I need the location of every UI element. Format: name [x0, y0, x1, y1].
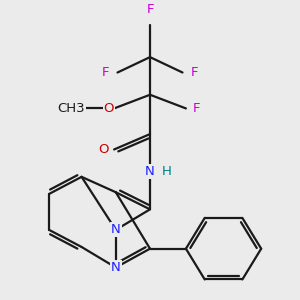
Text: O: O	[98, 143, 109, 156]
Text: CH3: CH3	[57, 102, 85, 115]
Text: N: N	[145, 165, 155, 178]
Text: F: F	[193, 102, 200, 115]
Text: F: F	[146, 3, 154, 16]
Text: H: H	[162, 165, 172, 178]
Text: N: N	[111, 261, 121, 274]
Text: F: F	[191, 66, 199, 79]
Text: N: N	[111, 224, 121, 236]
Text: F: F	[101, 66, 109, 79]
Text: O: O	[103, 102, 114, 115]
